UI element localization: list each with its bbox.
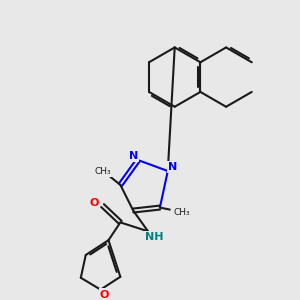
Text: O: O bbox=[90, 198, 99, 208]
Text: CH₃: CH₃ bbox=[94, 167, 111, 176]
Text: O: O bbox=[100, 290, 109, 300]
Text: N: N bbox=[129, 151, 138, 161]
Text: N: N bbox=[168, 162, 177, 172]
Text: NH: NH bbox=[145, 232, 163, 242]
Text: CH₃: CH₃ bbox=[173, 208, 190, 217]
